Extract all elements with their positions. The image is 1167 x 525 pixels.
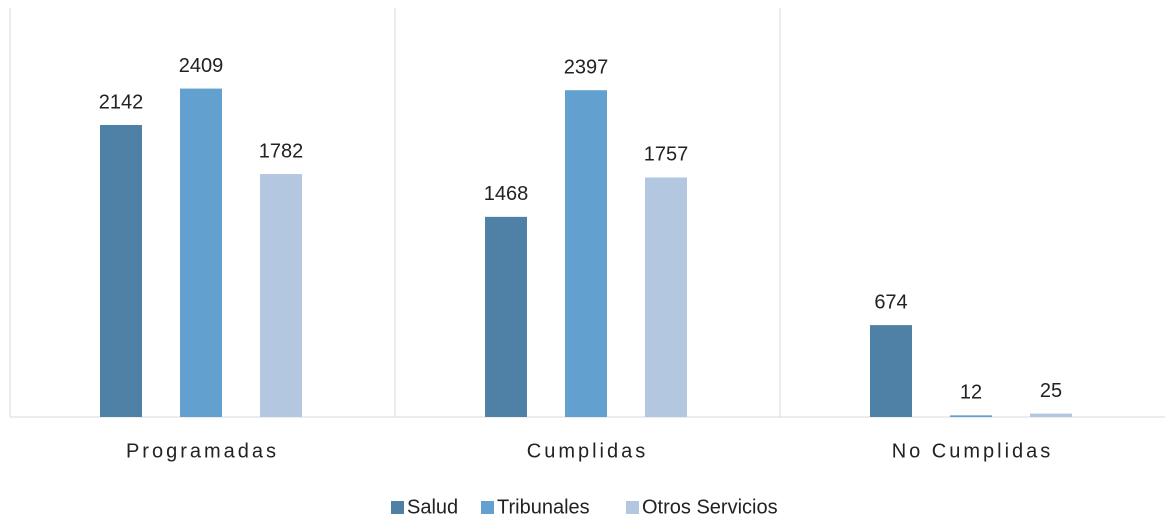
bar (100, 124, 142, 417)
legend-swatch (391, 501, 404, 514)
data-label: 1757 (644, 144, 689, 166)
bar (485, 216, 527, 417)
legend-swatch (481, 501, 494, 514)
x-tick-label: Programadas (126, 440, 279, 462)
bar (645, 177, 687, 417)
data-label: 674 (874, 291, 907, 313)
x-tick-label: No Cumplidas (892, 440, 1054, 462)
bar (565, 90, 607, 418)
data-label: 25 (1040, 380, 1062, 402)
legend-label: Salud (407, 496, 458, 518)
data-label: 2409 (179, 55, 224, 77)
bar (180, 88, 222, 417)
data-label: 2397 (564, 56, 609, 78)
bar (870, 325, 912, 417)
x-tick-label: Cumplidas (527, 440, 648, 462)
data-label: 1468 (484, 183, 529, 205)
data-label: 1782 (259, 140, 304, 162)
bar (1030, 413, 1072, 417)
data-label: 12 (960, 382, 982, 404)
legend-label: Tribunales (497, 496, 590, 518)
bar (260, 174, 302, 417)
data-label: 2142 (99, 91, 144, 113)
bar (950, 415, 992, 417)
legend-label: Otros Servicios (642, 496, 778, 518)
legend-swatch (626, 501, 639, 514)
